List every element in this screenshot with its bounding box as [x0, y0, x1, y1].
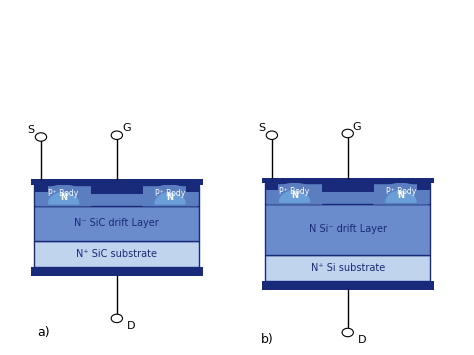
Bar [31, 179, 203, 185]
Text: N⁻ SiC drift Layer: N⁻ SiC drift Layer [74, 218, 159, 228]
Text: P⁺ Body: P⁺ Body [386, 187, 416, 196]
Text: S: S [258, 124, 265, 133]
Text: a): a) [37, 326, 50, 339]
Bar [35, 206, 199, 241]
Bar [35, 184, 47, 192]
Text: N⁺ Si substrate: N⁺ Si substrate [310, 263, 385, 273]
Polygon shape [374, 184, 428, 204]
Polygon shape [143, 185, 197, 206]
Text: S: S [27, 125, 34, 135]
Text: D: D [127, 321, 136, 331]
Bar [417, 182, 430, 190]
Polygon shape [267, 184, 322, 204]
Text: N: N [166, 193, 173, 202]
Text: b): b) [261, 333, 274, 346]
Bar [265, 182, 278, 190]
Polygon shape [279, 191, 310, 202]
Text: G: G [353, 122, 362, 132]
Text: N Si⁻ drift Layer: N Si⁻ drift Layer [309, 224, 387, 234]
Polygon shape [48, 193, 79, 204]
Polygon shape [155, 193, 185, 204]
Polygon shape [386, 191, 416, 202]
Text: N⁺ SiC substrate: N⁺ SiC substrate [76, 249, 157, 259]
Bar [35, 185, 199, 206]
Circle shape [342, 129, 354, 138]
Text: D: D [358, 335, 366, 345]
Bar [265, 204, 430, 255]
Text: N: N [60, 193, 67, 202]
Text: P⁺ Body: P⁺ Body [48, 189, 79, 197]
Text: G: G [122, 124, 130, 133]
Circle shape [36, 133, 46, 141]
Bar [91, 184, 143, 194]
Bar [35, 241, 199, 267]
Circle shape [111, 314, 122, 323]
Circle shape [342, 328, 354, 337]
Bar [322, 182, 374, 192]
Polygon shape [36, 185, 91, 206]
Text: N: N [398, 191, 404, 201]
Bar [31, 267, 203, 276]
Circle shape [266, 131, 277, 140]
Bar [262, 178, 434, 183]
Circle shape [111, 131, 122, 140]
Bar [265, 184, 430, 204]
Text: P⁺ Body: P⁺ Body [155, 189, 185, 197]
Bar [262, 282, 434, 290]
Bar [186, 184, 199, 192]
Text: N: N [291, 191, 298, 201]
Text: P⁺ Body: P⁺ Body [279, 187, 310, 196]
Bar [265, 255, 430, 282]
